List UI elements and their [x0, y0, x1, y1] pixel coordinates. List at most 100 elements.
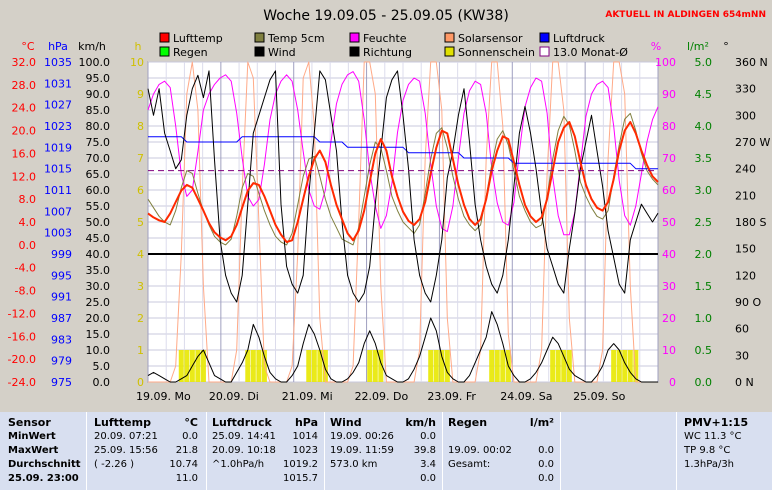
- direction-axis-tick: 0 N: [735, 376, 754, 389]
- percent-axis-tick: 60: [662, 184, 676, 197]
- kmh-axis-tick: 50.0: [86, 216, 111, 229]
- legend-label: Richtung: [363, 46, 412, 59]
- wind-max-date: 19.09.: [330, 445, 362, 456]
- percent-axis-tick: 100: [655, 56, 676, 69]
- rain-axis-tick: 2.5: [695, 216, 713, 229]
- lufttemp-unit: °C: [184, 416, 198, 429]
- direction-line: [147, 70, 659, 303]
- celsius-axis-tick: 4.0: [19, 216, 37, 229]
- kmh-axis-tick: 35.0: [86, 264, 111, 277]
- sunshine-bar: [611, 350, 617, 382]
- legend-label: Luftdruck: [553, 32, 605, 45]
- wind-avg-note: 573.0 km: [330, 459, 378, 470]
- lufttemp-max-value: 21.8: [175, 445, 198, 456]
- luftdruck-min-value: 1014: [292, 431, 318, 442]
- direction-axis-tick: 120: [735, 269, 756, 282]
- hpa-axis-tick: 991: [51, 291, 72, 304]
- hpa-axis-tick: 1023: [44, 120, 72, 133]
- luftdruck-avg-note: ^1.0hPa/h: [212, 459, 265, 470]
- col-sensor: Sensor MinWert MaxWert Durchschnitt 25.0…: [8, 416, 84, 486]
- pmv-pressure-trend: 1.3hPa/3h: [684, 459, 735, 470]
- luftdruck-current-value: 1015.7: [283, 473, 318, 484]
- luftdruck-min-date: 25.09.: [212, 431, 244, 442]
- celsius-axis-tick: -4.0: [15, 262, 36, 275]
- wind-current-value: 0.0: [420, 473, 436, 484]
- hpa-axis-tick: 983: [51, 333, 72, 346]
- legend-swatch: [254, 32, 265, 43]
- legend-label: Sonnenschein: [458, 46, 535, 59]
- x-label: 22.09. Do: [355, 390, 409, 403]
- sunshine-bar: [627, 350, 633, 382]
- kmh-axis-tick: 40.0: [86, 248, 111, 261]
- sunshine-bar: [428, 350, 434, 382]
- direction-axis-tick: 90 O: [735, 296, 761, 309]
- weather-chart: Woche 19.09.05 - 25.09.05 (KW38) AKTUELL…: [7, 8, 771, 403]
- percent-axis-tick: 80: [662, 120, 676, 133]
- kmh-axis-tick: 95.0: [86, 72, 111, 85]
- legend-swatch: [159, 32, 170, 43]
- right-axes: 10090807060504030201005.04.54.03.53.02.5…: [655, 56, 770, 389]
- kmh-axis-tick: 30.0: [86, 280, 111, 293]
- legend-label: 13.0 Monat-Ø: [553, 46, 628, 59]
- luftdruck-unit: hPa: [294, 416, 318, 429]
- legend-label: Wind: [268, 46, 296, 59]
- percent-axis-tick: 50: [662, 216, 676, 229]
- sunshine-bar: [250, 350, 256, 382]
- legend-swatch: [444, 32, 455, 43]
- legend-swatch: [349, 46, 360, 57]
- chart-title: Woche 19.09.05 - 25.09.05 (KW38): [263, 8, 509, 24]
- regen-date: 19.09.: [448, 445, 480, 456]
- direction-axis-tick: 300: [735, 109, 756, 122]
- legend-swatch: [539, 32, 550, 43]
- sunshine-bar: [500, 350, 506, 382]
- direction-axis-tick: 60: [735, 323, 749, 336]
- kmh-axis-tick: 55.0: [86, 200, 111, 213]
- sunshine-bar: [200, 350, 206, 382]
- sunshine-bar: [367, 350, 373, 382]
- kmh-axis-tick: 10.0: [86, 344, 111, 357]
- percent-axis-tick: 70: [662, 152, 676, 165]
- celsius-axis-tick: 8.0: [19, 193, 37, 206]
- kmh-axis-tick: 15.0: [86, 328, 111, 341]
- sunshine-bar: [372, 350, 378, 382]
- direction-axis-tick: 30: [735, 349, 749, 362]
- hours-axis-tick: 2: [137, 312, 144, 325]
- sunshine-bar: [322, 350, 328, 382]
- row-label-avg: Durchschnitt: [8, 459, 81, 470]
- sunshine-bar: [550, 350, 556, 382]
- hours-axis-tick: 8: [137, 120, 144, 133]
- x-label: 23.09. Fr: [427, 390, 476, 403]
- celsius-axis-tick: 24.0: [12, 102, 37, 115]
- sunshine-bar: [433, 350, 439, 382]
- celsius-axis-tick: 16.0: [12, 147, 37, 160]
- rain-axis-tick: 2.0: [695, 248, 713, 261]
- luftdruck-max-time: 10:18: [247, 445, 276, 456]
- direction-axis-tick: 150: [735, 243, 756, 256]
- hpa-axis-tick: 995: [51, 269, 72, 282]
- wind-min-time: 00:26: [365, 431, 394, 442]
- lufttemp-avg-note: ( -2.26 ): [94, 459, 135, 470]
- hpa-axis-tick: 1019: [44, 141, 72, 154]
- x-label: 21.09. Mi: [282, 390, 333, 403]
- kmh-axis-tick: 85.0: [86, 104, 111, 117]
- legend-swatch: [159, 46, 170, 57]
- regen-total-label: Gesamt:: [448, 459, 491, 470]
- row-label-current: 25.09. 23:00: [8, 473, 79, 484]
- celsius-axis-tick: -20.0: [8, 353, 36, 366]
- luftdruck-avg-value: 1019.2: [283, 459, 318, 470]
- celsius-axis-tick: 12.0: [12, 170, 37, 183]
- lufttemp-min-time: 07:21: [129, 431, 158, 442]
- percent-axis-tick: 90: [662, 88, 676, 101]
- rain-axis-tick: 4.5: [695, 88, 713, 101]
- percent-unit: %: [651, 40, 661, 53]
- kmh-axis-tick: 70.0: [86, 152, 111, 165]
- x-label: 25.09. So: [573, 390, 625, 403]
- rain-axis-tick: 1.5: [695, 280, 713, 293]
- stats-table: Sensor MinWert MaxWert Durchschnitt 25.0…: [0, 412, 772, 490]
- axis-units: °C hPa km/h h% l/m² °: [21, 40, 728, 53]
- lufttemp-min-value: 0.0: [182, 431, 198, 442]
- rain-axis-tick: 4.0: [695, 120, 713, 133]
- legend-swatch: [539, 46, 550, 57]
- direction-axis-tick: 360 N: [735, 56, 768, 69]
- kmh-axis-tick: 80.0: [86, 120, 111, 133]
